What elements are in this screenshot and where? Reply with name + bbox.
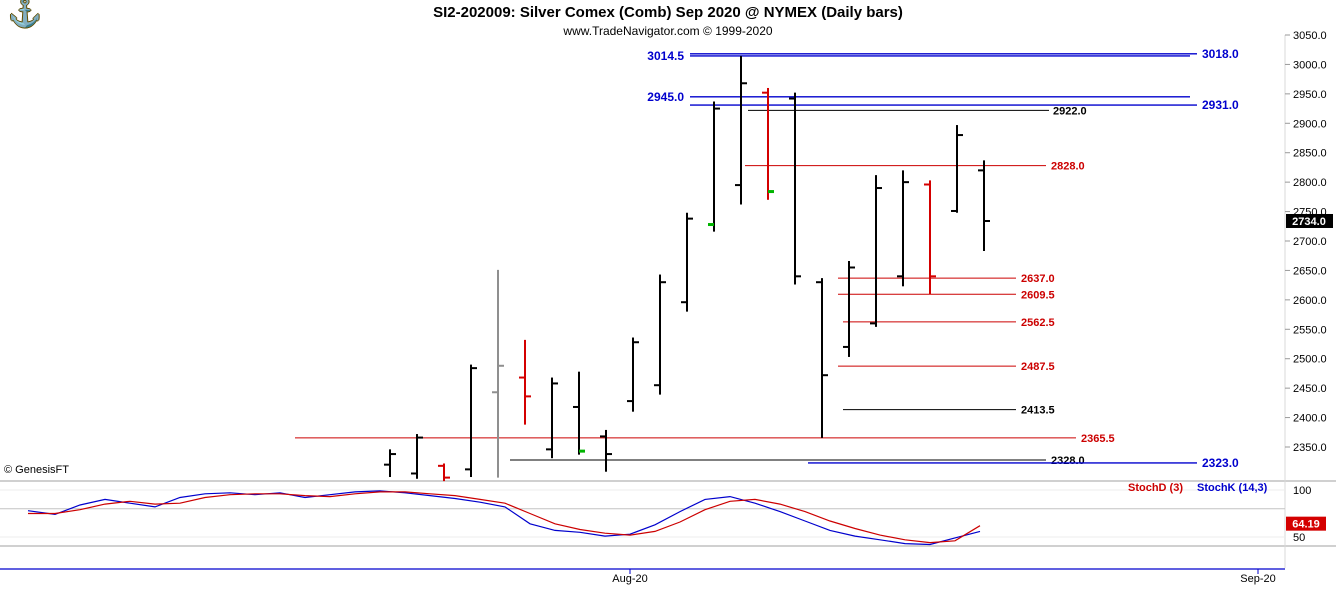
stoch-line-k: [27, 490, 981, 546]
stoch-value-badge: [1286, 516, 1326, 531]
stoch-line-d: [28, 491, 981, 544]
price-axis-label: 2950.0: [1293, 89, 1327, 101]
level-label: 2828.0: [1051, 161, 1085, 173]
price-axis-label: 2500.0: [1293, 354, 1327, 366]
current-price-value: 2734.0: [1292, 216, 1326, 228]
current-price-badge: [1286, 213, 1333, 228]
level-label: 2945.0: [647, 90, 684, 104]
price-axis-label: 2550.0: [1293, 324, 1327, 336]
level-label: 2562.5: [1021, 317, 1055, 329]
level-label: 2922.0: [1053, 105, 1087, 117]
stoch-current-value: 64.19: [1292, 519, 1320, 531]
indicator-legend: StochD (3) StochK (14,3): [1128, 482, 1267, 494]
genesis-watermark: © GenesisFT: [4, 464, 69, 476]
level-label: 2365.5: [1081, 433, 1115, 445]
price-axis-label: 2350.0: [1293, 442, 1327, 454]
legend-stochk[interactable]: StochK (14,3): [1197, 482, 1268, 494]
price-axis-label: 2600.0: [1293, 295, 1327, 307]
level-label: 2487.5: [1021, 361, 1055, 373]
month-label: Aug-20: [612, 573, 647, 585]
level-label: 3014.5: [647, 49, 684, 63]
stoch-axis-label: 50: [1293, 532, 1305, 544]
level-label: 2323.0: [1202, 456, 1239, 470]
legend-stochd[interactable]: StochD (3): [1128, 482, 1183, 494]
price-axis-label: 2900.0: [1293, 118, 1327, 130]
level-label: 2931.0: [1202, 98, 1239, 112]
month-label: Sep-20: [1240, 573, 1275, 585]
price-axis-label: 3050.0: [1293, 30, 1327, 42]
anchor-icon: ⚓: [8, 0, 42, 28]
price-axis-label: 2850.0: [1293, 148, 1327, 160]
level-label: 2413.5: [1021, 405, 1055, 417]
price-axis-label: 3000.0: [1293, 59, 1327, 71]
level-label: 2609.5: [1021, 289, 1055, 301]
level-label: 3018.0: [1202, 47, 1239, 61]
price-axis-label: 2450.0: [1293, 383, 1327, 395]
price-axis-label: 2800.0: [1293, 177, 1327, 189]
level-label: 2328.0: [1051, 455, 1085, 467]
app-logo: ⚓: [8, 0, 42, 27]
level-label: 2637.0: [1021, 273, 1055, 285]
stoch-axis-label: 100: [1293, 485, 1311, 497]
price-axis-label: 2400.0: [1293, 413, 1327, 425]
price-axis-label: 2650.0: [1293, 265, 1327, 277]
price-axis-label: 2700.0: [1293, 236, 1327, 248]
